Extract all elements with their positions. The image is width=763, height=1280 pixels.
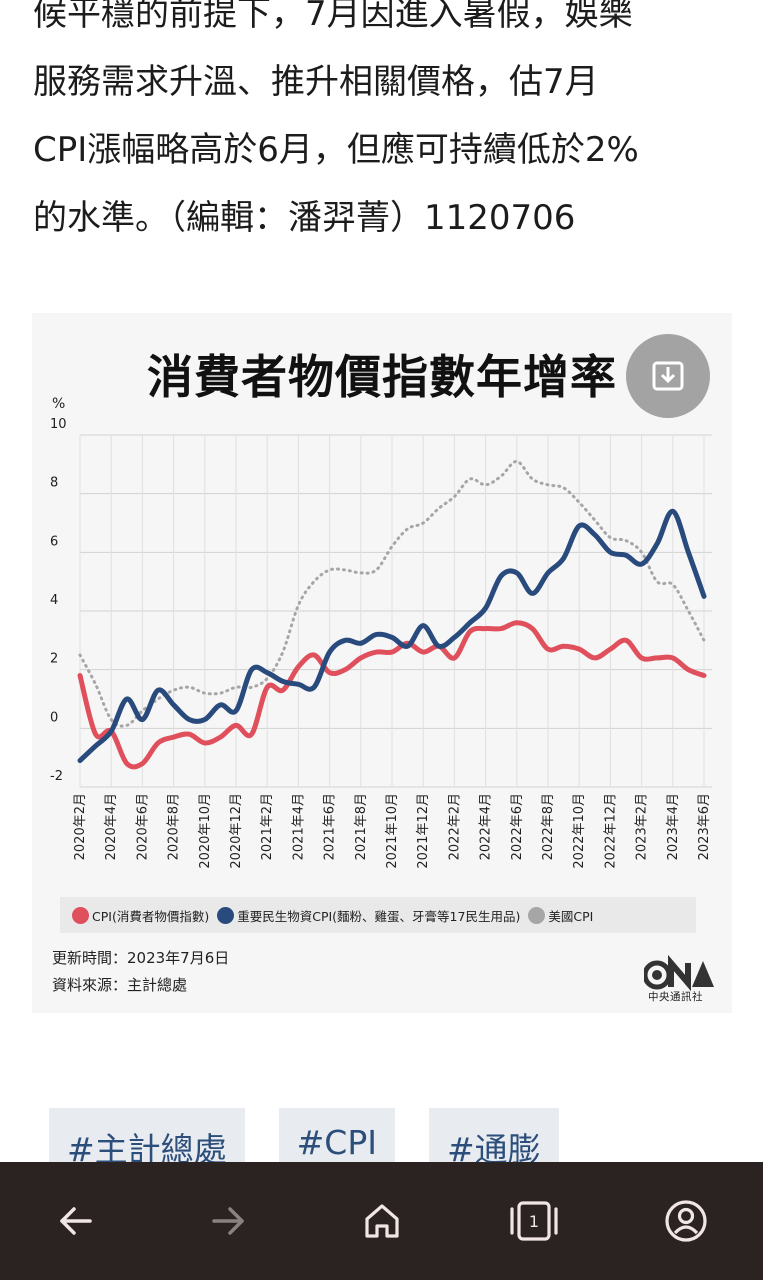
- tabs-icon: 1: [510, 1201, 558, 1241]
- cna-logo-subtitle: 中央通訊社: [648, 991, 703, 1003]
- x-tick-label: 2021年2月: [260, 793, 275, 860]
- article-line: 候平穩的前提下，7月因進入暑假，娛樂: [33, 0, 633, 34]
- x-tick-label: 2022年2月: [447, 793, 462, 860]
- save-image-button[interactable]: [626, 334, 710, 418]
- series-line-us-cpi: [78, 459, 706, 728]
- legend-item-cpi: CPI(消費者物價指數): [72, 906, 209, 925]
- cna-logo-icon: [644, 954, 714, 992]
- profile-button[interactable]: [646, 1162, 726, 1280]
- y-unit-label: %: [52, 396, 65, 412]
- chart-figure[interactable]: 消費者物價指數年增率 -2 0 2 4 6 8 10% 2020年2月 2020年4月 2020年…: [32, 313, 732, 1013]
- y-tick-label: 10: [50, 417, 67, 432]
- tabs-button[interactable]: 1: [494, 1162, 574, 1280]
- download-icon: [652, 361, 684, 391]
- y-tick-label: 4: [50, 593, 58, 608]
- x-tick-label: 2021年8月: [354, 793, 369, 860]
- back-button[interactable]: [36, 1162, 116, 1280]
- x-tick-label: 2020年10月: [198, 793, 213, 869]
- x-tick-label: 2023年4月: [666, 793, 681, 860]
- legend-dot-icon: [528, 906, 546, 924]
- profile-icon: [665, 1200, 707, 1242]
- update-time: 更新時間：2023年7月6日: [52, 949, 230, 967]
- legend-label: 重要民生物資CPI(麵粉、雞蛋、牙膏等17民生用品): [237, 908, 521, 924]
- browser-bottom-nav: 1: [0, 1162, 763, 1280]
- chart-legend: CPI(消費者物價指數) 重要民生物資CPI(麵粉、雞蛋、牙膏等17民生用品) …: [60, 897, 696, 933]
- x-tick-label: 2021年12月: [416, 793, 431, 869]
- cpi-line-chart: -2 0 2 4 6 8 10% 2020年2月 2020年4月 2020年6月 2020年8月 20…: [50, 396, 712, 869]
- y-tick-label: 0: [50, 710, 58, 725]
- y-tick-label: 6: [50, 534, 58, 549]
- y-tick-label: 2: [50, 652, 58, 667]
- data-source: 資料來源：主計總處: [52, 976, 188, 994]
- y-tick-label: -2: [50, 769, 63, 784]
- x-tick-label: 2022年4月: [479, 793, 494, 860]
- x-tick-label: 2022年6月: [510, 793, 525, 860]
- home-icon: [365, 1204, 399, 1238]
- article-line: 服務需求升溫、推升相關價格，估7月: [33, 62, 599, 102]
- y-tick-label: 8: [50, 476, 58, 491]
- x-tick-label: 2022年8月: [541, 793, 556, 860]
- x-tick-label: 2023年6月: [697, 793, 712, 860]
- x-tick-label: 2020年6月: [135, 793, 150, 860]
- home-button[interactable]: [342, 1162, 422, 1280]
- legend-label: CPI(消費者物價指數): [92, 908, 210, 924]
- x-tick-label: 2020年12月: [229, 793, 244, 869]
- legend-label: 美國CPI: [548, 908, 594, 924]
- x-tick-label: 2022年10月: [572, 793, 587, 869]
- legend-dot-icon: [217, 906, 235, 924]
- x-tick-label: 2021年10月: [385, 793, 400, 869]
- series-line-cpi: [77, 620, 707, 770]
- legend-item-us-cpi: 美國CPI: [528, 906, 593, 925]
- back-arrow-icon: [60, 1207, 92, 1235]
- x-tick-label: 2023年2月: [635, 793, 650, 860]
- legend-dot-icon: [72, 906, 89, 924]
- article-line: CPI漲幅略高於6月，但應可持續低於2%: [33, 130, 639, 170]
- article-text: 候平穩的前提下，7月因進入暑假，娛樂 服務需求升溫、推升相關價格，估7月 CPI…: [33, 0, 733, 252]
- x-tick-label: 2020年2月: [73, 793, 88, 860]
- article-line: 的水準。（編輯：潘羿菁）1120706: [33, 198, 576, 238]
- tabs-count: 1: [529, 1212, 539, 1231]
- forward-arrow-icon: [212, 1207, 244, 1235]
- x-tick-label: 2022年12月: [603, 793, 618, 869]
- x-tick-label: 2021年4月: [291, 793, 306, 860]
- x-tick-label: 2020年4月: [104, 793, 119, 860]
- forward-button[interactable]: [188, 1162, 268, 1280]
- chart-title: 消費者物價指數年增率: [147, 350, 617, 404]
- x-tick-label: 2020年8月: [167, 793, 182, 860]
- series-line-essential-cpi: [77, 508, 707, 764]
- x-tick-label: 2021年6月: [323, 793, 338, 860]
- legend-item-essential-cpi: 重要民生物資CPI(麵粉、雞蛋、牙膏等17民生用品): [217, 906, 520, 925]
